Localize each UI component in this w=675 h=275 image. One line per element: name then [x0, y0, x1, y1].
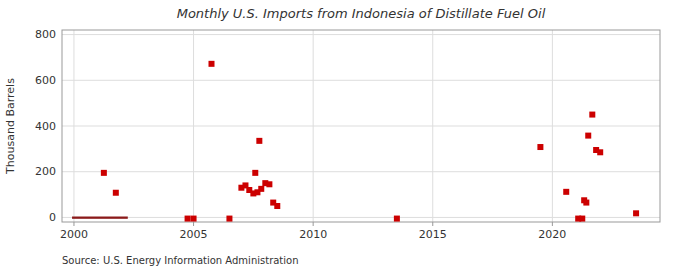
point	[537, 144, 543, 150]
y-tick-label: 800	[35, 28, 56, 41]
x-tick-label: 2015	[419, 228, 447, 241]
point	[583, 200, 589, 206]
point	[589, 112, 595, 118]
y-grid-line	[62, 217, 660, 218]
source-note: Source: U.S. Energy Information Administ…	[62, 255, 299, 266]
point	[191, 216, 197, 222]
y-grid-line	[62, 34, 660, 35]
point	[563, 189, 569, 195]
y-grid-line	[62, 171, 660, 172]
x-tick-label: 2000	[60, 228, 88, 241]
point	[209, 61, 215, 67]
x-grid-line	[552, 30, 553, 222]
point	[266, 181, 272, 187]
grid	[62, 30, 660, 222]
y-tick-label: 400	[35, 120, 56, 133]
title: Monthly U.S. Imports from Indonesia of D…	[177, 6, 546, 21]
point	[274, 203, 280, 209]
x-tick	[313, 222, 314, 226]
point	[252, 170, 258, 176]
point	[101, 170, 107, 176]
point	[256, 138, 262, 144]
bar	[72, 217, 128, 219]
x-tick	[193, 222, 194, 226]
x-tick	[432, 222, 433, 226]
y-grid-line	[62, 80, 660, 81]
point	[597, 149, 603, 155]
y-tick-label: 200	[35, 165, 56, 178]
point	[185, 216, 191, 222]
point	[585, 133, 591, 139]
x-grid-line	[193, 30, 194, 222]
x-tick	[552, 222, 553, 226]
data	[72, 61, 639, 222]
x-tick-label: 2005	[180, 228, 208, 241]
x-grid-line	[432, 30, 433, 222]
y-tick-label: 0	[49, 211, 56, 224]
y-axis-label: Thousand Barrels	[4, 78, 17, 175]
chart: 0 200 400 600 800 2000 2005 2010 2015 2020 Monthly…	[0, 0, 675, 275]
y-grid-line	[62, 126, 660, 127]
point	[226, 216, 232, 222]
x-grid-line	[313, 30, 314, 222]
point	[633, 210, 639, 216]
y-tick-label: 600	[35, 74, 56, 87]
plot-frame	[62, 30, 660, 222]
x-tick	[73, 222, 74, 226]
x-grid-line	[73, 30, 74, 222]
point	[258, 186, 264, 192]
point	[113, 190, 119, 196]
x-tick-label: 2010	[299, 228, 327, 241]
point	[579, 216, 585, 222]
point	[394, 216, 400, 222]
x-tick-label: 2020	[538, 228, 566, 241]
